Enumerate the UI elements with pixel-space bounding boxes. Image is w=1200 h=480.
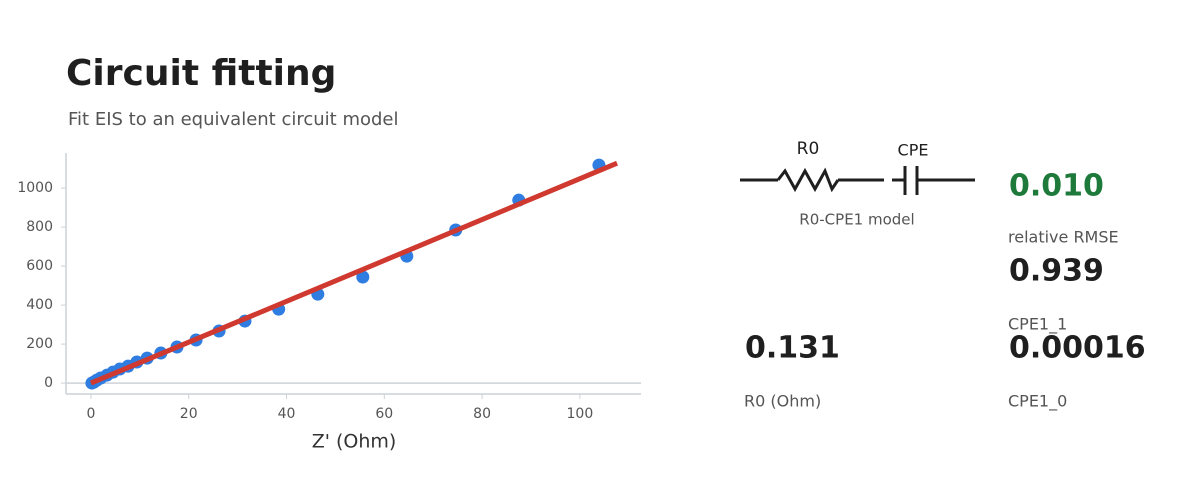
metric-label: CPE1_1 [1008, 315, 1067, 335]
metric-value: 0.131 [745, 331, 840, 366]
metric-label: R0 (Ohm) [744, 392, 821, 411]
circuit-label: CPE [898, 141, 929, 160]
y-tick-label: 200 [26, 336, 53, 352]
x-tick-label: 0 [86, 406, 95, 422]
metric-value: 0.00016 [1009, 331, 1146, 366]
subtitle: Fit EIS to an equivalent circuit model [68, 109, 399, 130]
circuit [740, 166, 975, 195]
x-tick-label: 60 [375, 406, 393, 422]
y-tick-label: 600 [26, 258, 53, 274]
y-tick-label: 1000 [17, 180, 53, 196]
x-tick-label: 40 [278, 406, 296, 422]
circuit-caption: R0-CPE1 model [799, 211, 914, 229]
metric-value: 0.010 [1009, 169, 1104, 204]
fit-line [89, 160, 619, 386]
title: Circuit fitting [66, 53, 336, 94]
point [356, 270, 370, 284]
y-tick-label: 800 [26, 219, 53, 235]
y-tick-label: 400 [26, 297, 53, 313]
x-tick-label: 20 [180, 406, 198, 422]
resistor [776, 167, 840, 193]
metric-label: CPE1_0 [1008, 392, 1067, 412]
metric-value: 0.939 [1009, 254, 1104, 289]
x-tick-label: 80 [473, 406, 491, 422]
metric-label: relative RMSE [1008, 228, 1119, 247]
x-tick-label: 100 [567, 406, 594, 422]
circuit-label: R0 [797, 139, 820, 159]
x-axis-label: Z' (Ohm) [312, 431, 397, 453]
y-tick-label: 0 [44, 375, 53, 391]
